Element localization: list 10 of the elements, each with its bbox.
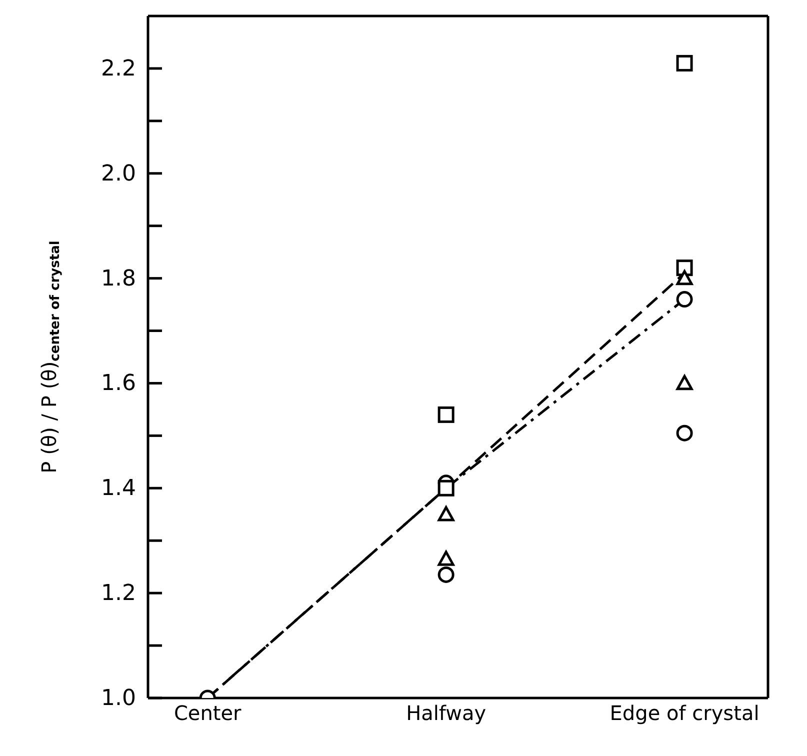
y-tick-label: 1.6 — [101, 371, 136, 396]
y-tick-label: 2.0 — [101, 161, 136, 186]
x-tick-label: Edge of crystal — [610, 701, 760, 726]
y-tick-label: 1.2 — [101, 581, 136, 606]
x-tick-label: Halfway — [406, 701, 486, 726]
y-tick-label: 1.4 — [101, 476, 136, 502]
y-tick-label: 1.0 — [101, 686, 136, 711]
y-tick-label: 1.8 — [101, 266, 136, 292]
x-tick-label: Center — [174, 701, 242, 726]
y-tick-label: 2.2 — [101, 56, 136, 82]
